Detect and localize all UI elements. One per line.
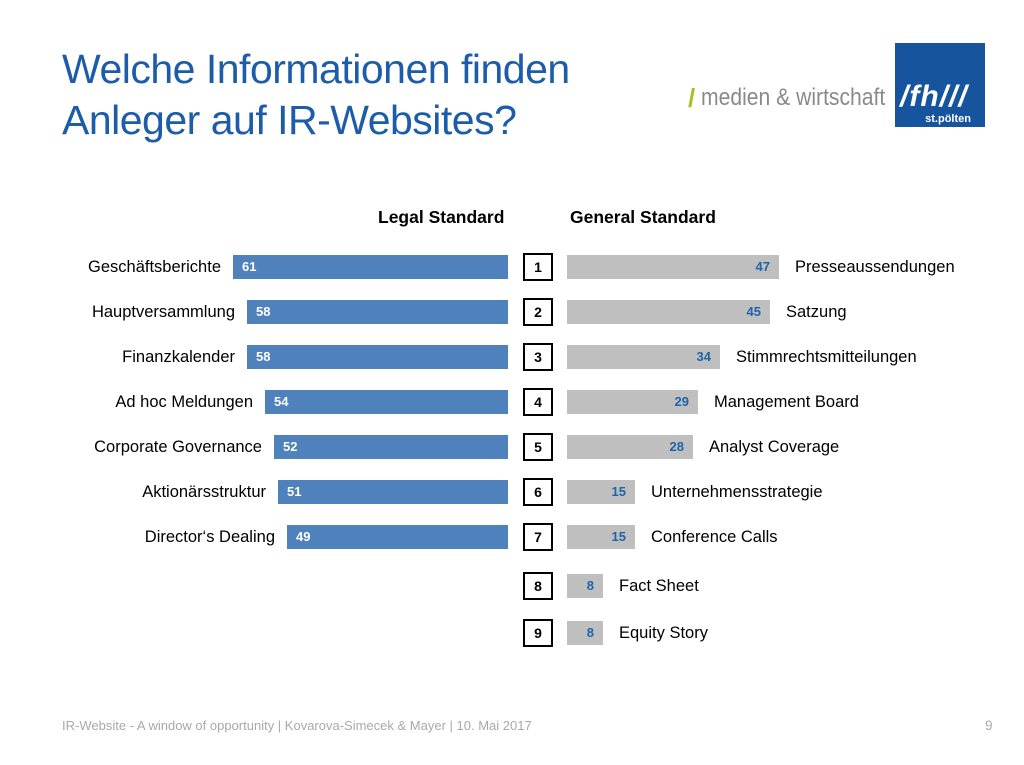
- general-bar-value: 45: [746, 304, 761, 319]
- slide-title: Welche Informationen finden Anleger auf …: [62, 44, 570, 146]
- general-bar-value: 28: [669, 439, 684, 454]
- general-category-label: Unternehmensstrategie: [651, 483, 823, 501]
- legal-bar-value: 58: [256, 304, 271, 319]
- general-standard-bar: 28: [567, 435, 693, 459]
- logo-green-slash-icon: /: [688, 83, 696, 113]
- general-category-label: Satzung: [786, 303, 847, 321]
- rank-box: 6: [523, 478, 553, 506]
- logo-department-text: medien & wirtschaft: [701, 84, 886, 111]
- general-bar-value: 29: [674, 394, 689, 409]
- legal-bar-value: 52: [283, 439, 298, 454]
- slide-footer: IR-Website - A window of opportunity | K…: [62, 718, 532, 733]
- general-standard-bar: 8: [567, 621, 603, 645]
- rank-box: 5: [523, 433, 553, 461]
- slide-title-line2: Anleger auf IR-Websites?: [62, 97, 517, 143]
- legal-category-label: Aktionärsstruktur: [142, 483, 266, 501]
- legal-standard-bar: 61: [233, 255, 508, 279]
- legal-category-label: Hauptversammlung: [91, 303, 235, 321]
- general-bar-value: 8: [586, 578, 594, 593]
- legal-standard-bar: 51: [278, 480, 508, 504]
- general-bar-value: 47: [755, 259, 770, 274]
- legal-category-label: Ad hoc Meldungen: [115, 393, 253, 411]
- legal-bar-value: 58: [256, 349, 271, 364]
- legal-bar-value: 51: [287, 484, 302, 499]
- rank-box: 3: [523, 343, 553, 371]
- fh-stpoelten-logo: /fh/// st.pölten: [895, 43, 985, 127]
- legal-bar-value: 49: [296, 529, 311, 544]
- general-standard-bar: 8: [567, 574, 603, 598]
- general-category-label: Conference Calls: [651, 528, 778, 546]
- legal-bar-value: 54: [274, 394, 289, 409]
- legal-bar-value: 61: [242, 259, 257, 274]
- page-number: 9: [985, 718, 993, 733]
- rank-box: 8: [523, 572, 553, 600]
- legal-standard-bar: 52: [274, 435, 508, 459]
- general-standard-bar: 29: [567, 390, 698, 414]
- general-category-label: Stimmrechtsmitteilungen: [736, 348, 917, 366]
- legal-category-label: Geschäftsberichte: [88, 258, 221, 276]
- slide-title-line1: Welche Informationen finden: [62, 46, 570, 92]
- rank-box: 2: [523, 298, 553, 326]
- general-standard-bar: 15: [567, 480, 635, 504]
- general-bar-value: 15: [611, 484, 626, 499]
- rank-box: 9: [523, 619, 553, 647]
- general-bar-value: 34: [696, 349, 711, 364]
- general-standard-bar: 47: [567, 255, 779, 279]
- legal-category-label: Finanzkalender: [122, 348, 235, 366]
- general-category-label: Fact Sheet: [619, 577, 699, 595]
- general-category-label: Presseaussendungen: [795, 258, 955, 276]
- general-bar-value: 15: [611, 529, 626, 544]
- rank-box: 7: [523, 523, 553, 551]
- general-standard-bar: 34: [567, 345, 720, 369]
- legal-standard-header: Legal Standard: [378, 207, 505, 227]
- general-category-label: Equity Story: [619, 624, 708, 642]
- rank-box: 4: [523, 388, 553, 416]
- legal-standard-bar: 54: [265, 390, 508, 414]
- legal-category-label: Director‘s Dealing: [144, 528, 275, 546]
- general-bar-value: 8: [586, 625, 594, 640]
- general-standard-header: General Standard: [570, 207, 716, 227]
- legal-standard-bar: 58: [247, 345, 508, 369]
- general-standard-bar: 15: [567, 525, 635, 549]
- fh-logo-city: st.pölten: [925, 113, 971, 125]
- rank-box: 1: [523, 253, 553, 281]
- fh-logo-mark: /fh///: [900, 80, 968, 113]
- legal-standard-bar: 58: [247, 300, 508, 324]
- general-category-label: Management Board: [714, 393, 859, 411]
- legal-standard-bar: 49: [287, 525, 508, 549]
- general-standard-bar: 45: [567, 300, 770, 324]
- legal-category-label: Corporate Governance: [94, 438, 262, 456]
- general-category-label: Analyst Coverage: [709, 438, 840, 456]
